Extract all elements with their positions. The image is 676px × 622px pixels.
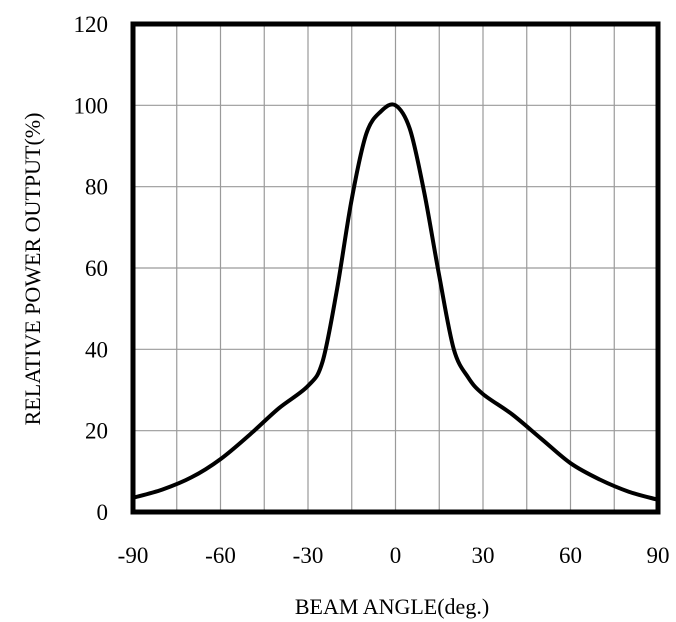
x-tick-label: 30 (472, 543, 495, 568)
x-tick-label: -30 (293, 543, 324, 568)
x-tick-label: 0 (390, 543, 402, 568)
y-tick-label: 80 (85, 175, 108, 200)
y-tick-label: 100 (74, 93, 109, 118)
plot-frame (130, 21, 661, 515)
y-tick-labels: 0 20 40 60 80 100 120 (74, 12, 109, 525)
x-tick-label: -90 (118, 543, 149, 568)
y-axis-label: RELATIVE POWER OUTPUT(%) (20, 113, 45, 426)
grid-lines (133, 24, 658, 512)
y-tick-label: 120 (74, 12, 109, 37)
y-tick-label: 20 (85, 419, 108, 444)
x-tick-labels: -90 -60 -30 0 30 60 90 (118, 543, 670, 568)
x-tick-label: 90 (647, 543, 670, 568)
x-tick-label: 60 (559, 543, 582, 568)
y-tick-label: 60 (85, 256, 108, 281)
y-tick-label: 40 (85, 337, 108, 362)
x-axis-label: BEAM ANGLE(deg.) (295, 594, 489, 619)
x-tick-label: -60 (205, 543, 236, 568)
power-curve (131, 102, 660, 502)
y-tick-label: 0 (97, 500, 109, 525)
